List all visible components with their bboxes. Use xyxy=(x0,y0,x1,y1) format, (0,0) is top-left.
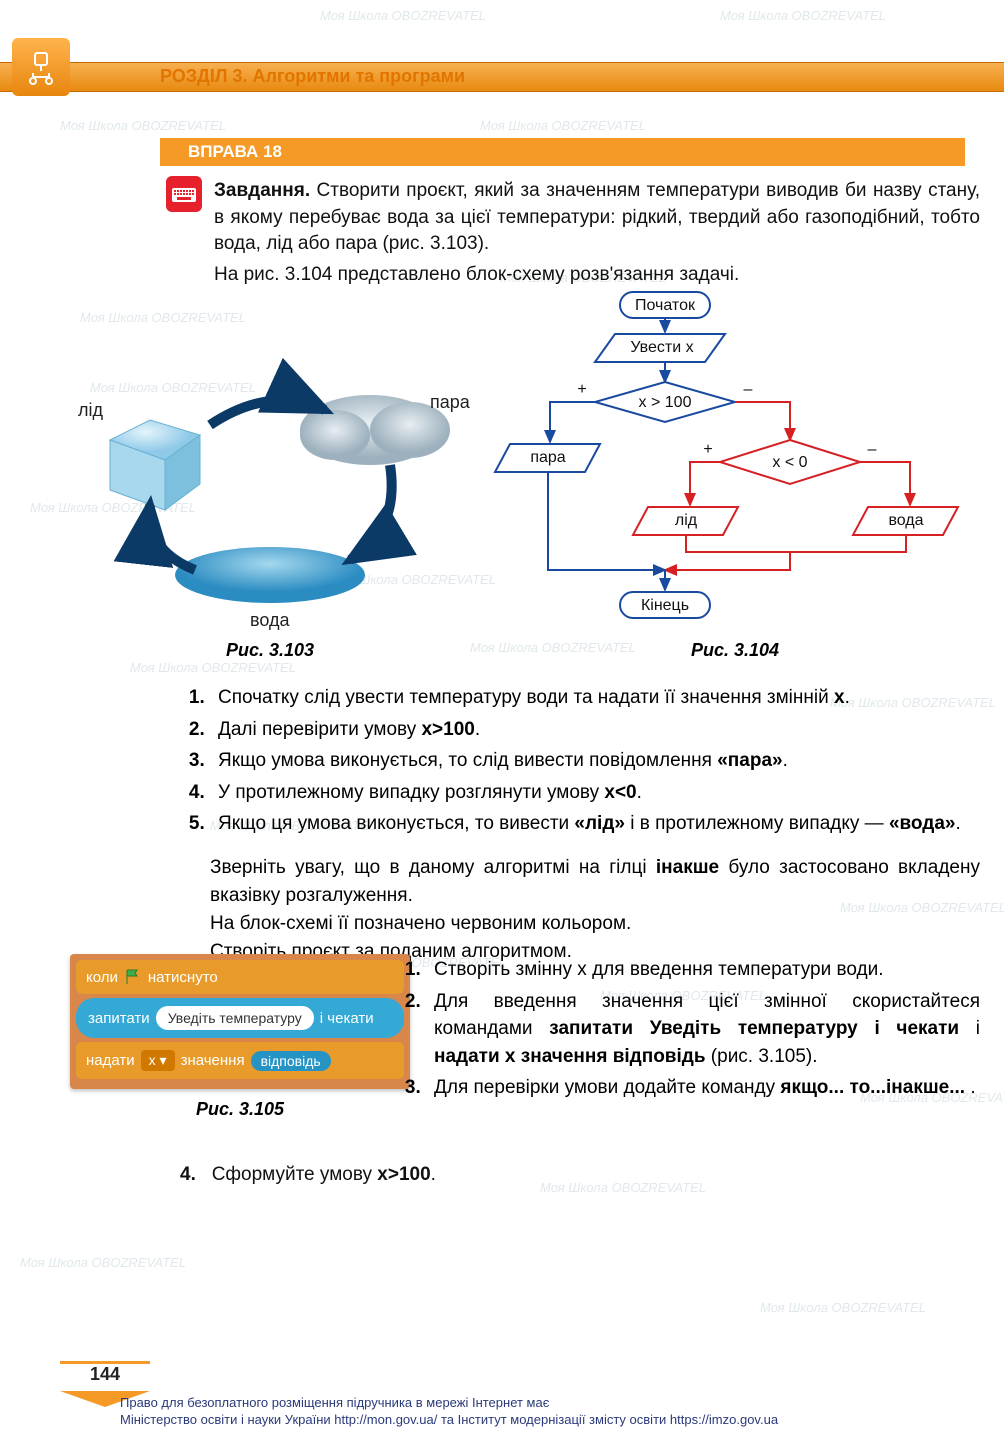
scratch-label: і чекати xyxy=(320,1010,374,1027)
footer-note: Право для безоплатного розміщення підруч… xyxy=(120,1395,940,1429)
footer-line1: Право для безоплатного розміщення підруч… xyxy=(120,1395,940,1412)
fig105-caption: Рис. 3.105 xyxy=(70,1099,410,1120)
steps-list: Спочатку слід увести температуру води та… xyxy=(110,684,980,842)
label-water: вода xyxy=(250,610,290,631)
page-number: 144 xyxy=(60,1361,150,1387)
figure-103: лід пара вода Рис. 3.103 xyxy=(60,290,480,650)
scratch-label: коли xyxy=(86,969,118,986)
watermark: Моя Школа OBOZREVATEL xyxy=(760,1300,926,1315)
svg-text:Кінець: Кінець xyxy=(641,597,689,614)
step-4: 4. Сформуйте умову x>100. xyxy=(180,1162,680,1189)
scratch-dropdown: x ▾ xyxy=(141,1050,175,1071)
step-item: У протилежному випадку розглянути умову … xyxy=(210,779,980,807)
chapter-icon xyxy=(12,38,70,96)
step-item: Спочатку слід увести температуру води та… xyxy=(210,684,980,712)
task-heading: Завдання. xyxy=(214,180,310,201)
watermark: Моя Школа OBOZREVATEL xyxy=(720,8,886,23)
header-bar xyxy=(0,62,1004,92)
svg-text:x > 100: x > 100 xyxy=(639,394,692,411)
watermark: Моя Школа OBOZREVATEL xyxy=(60,118,226,133)
substep-item: Для введення значення цієї змінної скори… xyxy=(426,988,980,1071)
scratch-label: значення xyxy=(181,1052,245,1069)
task-paragraph: Завдання. Створити проєкт, який за значе… xyxy=(214,178,980,258)
fig103-caption: Рис. 3.103 xyxy=(60,640,480,661)
figure-104: Початок Увести x x > 100 + – пара x < 0 … xyxy=(490,290,980,660)
flag-icon xyxy=(124,968,142,986)
note-2: На блок-схемі її позначено червоним коль… xyxy=(210,910,980,938)
scratch-input: Уведіть температуру xyxy=(156,1006,314,1030)
svg-text:+: + xyxy=(703,441,712,458)
svg-text:x < 0: x < 0 xyxy=(772,454,807,471)
svg-text:вода: вода xyxy=(888,512,923,529)
scratch-label: натиснуто xyxy=(148,969,218,986)
step-item: Далі перевірити умову x>100. xyxy=(210,716,980,744)
task-text2: На рис. 3.104 представлено блок-схему ро… xyxy=(214,262,980,289)
scratch-label: надати xyxy=(86,1052,135,1069)
scratch-reporter: відповідь xyxy=(251,1051,331,1071)
step-item: Якщо ця умова виконується, то вивести «л… xyxy=(210,810,980,838)
substep-item: Для перевірки умови додайте команду якщо… xyxy=(426,1074,980,1102)
scratch-set-block: надати x ▾ значення відповідь xyxy=(76,1042,404,1079)
scratch-ask-block: запитати Уведіть температуру і чекати xyxy=(76,998,404,1038)
svg-text:пара: пара xyxy=(530,449,565,466)
label-steam: пара xyxy=(430,392,470,413)
svg-text:Початок: Початок xyxy=(635,297,696,314)
svg-text:лід: лід xyxy=(675,512,698,529)
task-text1: Створити проєкт, який за значенням темпе… xyxy=(214,180,980,254)
watermark: Моя Школа OBOZREVATEL xyxy=(20,1255,186,1270)
note-1: Зверніть увагу, що в даному алгоритмі на… xyxy=(210,854,980,909)
footer-line2: Міністерство освіти і науки України http… xyxy=(120,1412,940,1429)
scratch-event-block: коли натиснуто xyxy=(76,960,404,994)
label-ice: лід xyxy=(78,400,103,421)
figure-105: коли натиснуто запитати Уведіть температ… xyxy=(70,954,410,1120)
svg-text:Увести x: Увести x xyxy=(630,339,693,356)
step-item: Якщо умова виконується, то слід вивести … xyxy=(210,747,980,775)
watermark: Моя Школа OBOZREVATEL xyxy=(320,8,486,23)
chapter-title: РОЗДІЛ 3. Алгоритми та програми xyxy=(160,66,465,87)
svg-text:–: – xyxy=(744,381,753,398)
scratch-label: запитати xyxy=(88,1010,150,1027)
fig104-caption: Рис. 3.104 xyxy=(490,640,980,661)
substeps-list: Створіть змінну x для введення температу… xyxy=(380,956,980,1106)
svg-text:–: – xyxy=(868,441,877,458)
exercise-banner: ВПРАВА 18 xyxy=(160,138,965,166)
watermark: Моя Школа OBOZREVATEL xyxy=(480,118,646,133)
svg-text:+: + xyxy=(577,381,586,398)
keyboard-icon xyxy=(166,176,202,212)
substep-item: Створіть змінну x для введення температу… xyxy=(426,956,980,984)
